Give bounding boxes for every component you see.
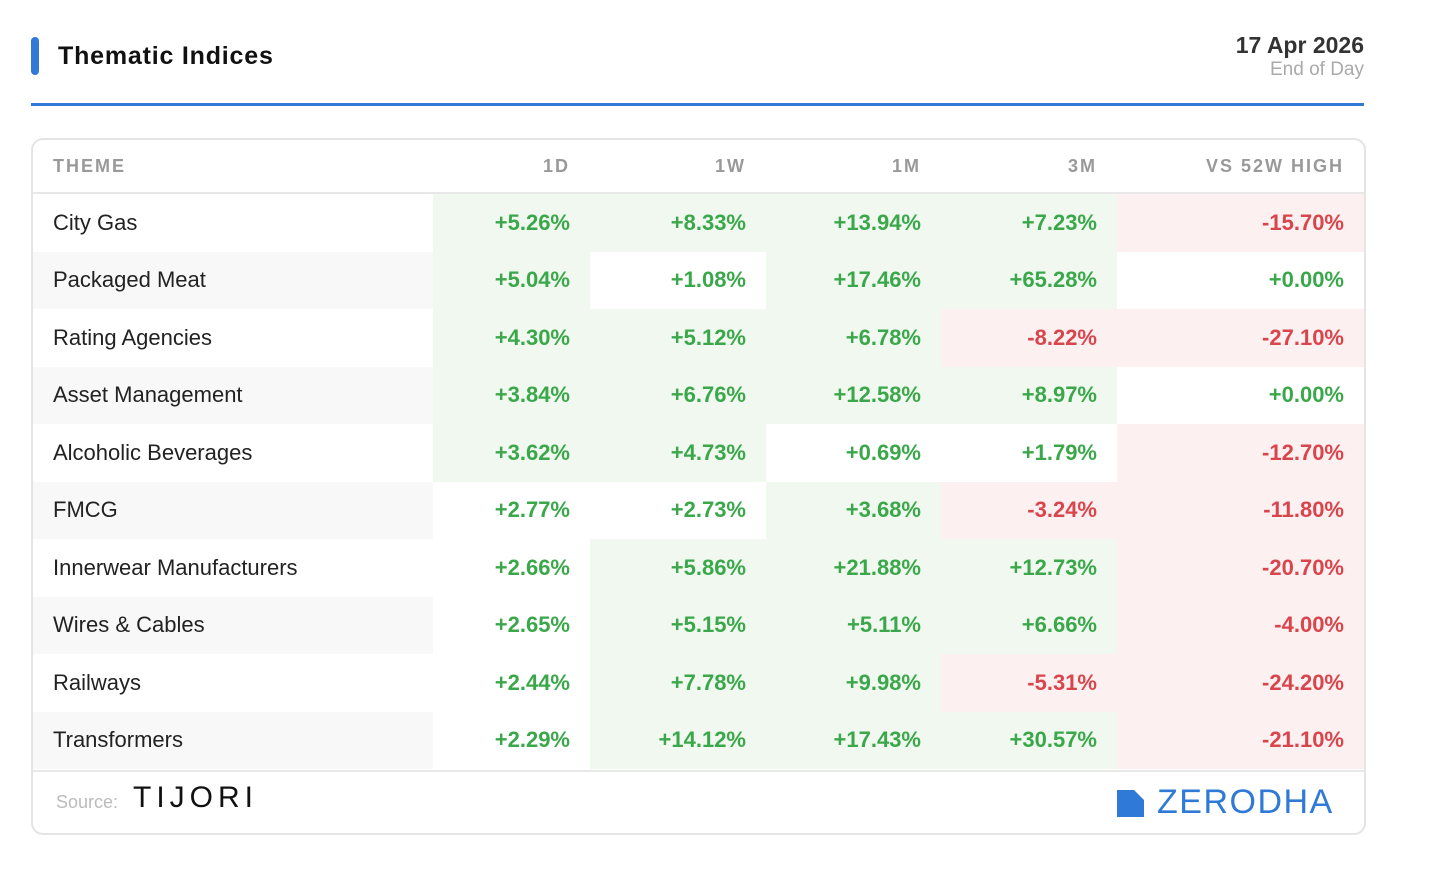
value-cell-3m: +7.23% <box>941 193 1117 252</box>
value-cell-1w: +5.12% <box>590 309 766 367</box>
value-cell-3m: -3.24% <box>941 481 1117 539</box>
column-header-1d: 1D <box>433 140 590 194</box>
theme-name: City Gas <box>53 209 138 235</box>
value-cell-vs-52w-high: -4.00% <box>1117 596 1364 654</box>
table-body: City Gas +5.26% +8.33% +13.94% +7.23% -15.70%… <box>33 193 1364 769</box>
value-cell-1m: +13.94% <box>766 193 941 252</box>
theme-name: Transformers <box>33 711 433 769</box>
value-cell-vs-52w-high: -15.70% <box>1117 193 1364 252</box>
table-row: Innerwear Manufacturers +2.66% +5.86% +21.8… <box>33 539 1364 597</box>
value-cell-1d: +2.29% <box>433 711 590 769</box>
table-header-row: THEME 1D 1W 1M 3M VS 52W HIGH <box>33 140 1364 194</box>
indices-card: THEME 1D 1W 1M 3M VS 52W HIGH City Gas +5… <box>31 138 1366 835</box>
value-cell-3m: +1.79% <box>941 424 1117 482</box>
value-cell-1d: +5.04% <box>433 251 590 309</box>
value-cell-vs-52w-high: -12.70% <box>1117 424 1364 482</box>
value-cell-1m: +5.11% <box>766 596 941 654</box>
value-cell-1d: +5.26% <box>433 193 590 252</box>
report-subtitle: End of Day <box>1270 59 1364 80</box>
table-row: Transformers +2.29% +14.12% +17.43% +30.57% -… <box>33 711 1364 769</box>
value-cell-vs-52w-high: -11.80% <box>1117 481 1364 539</box>
table-row: City Gas +5.26% +8.33% +13.94% +7.23% -15.70% <box>33 193 1364 252</box>
footer: Source: TIJORI ZERODHA <box>33 770 1364 833</box>
value-cell-1d: +3.84% <box>433 366 590 424</box>
zerodha-logo-icon <box>1117 790 1144 817</box>
theme-name: Alcoholic Beverages <box>53 439 253 465</box>
value-cell-1d: +3.62% <box>433 424 590 482</box>
source-brand-logo: TIJORI <box>133 781 258 814</box>
value-cell-3m: -8.22% <box>941 309 1117 367</box>
theme-name: Railways <box>53 669 142 695</box>
table-row: Railways +2.44% +7.78% +9.98% -5.31% -24.20% <box>33 654 1364 712</box>
header-divider <box>31 103 1364 106</box>
table-row: FMCG +2.77% +2.73% +3.68% -3.24% -11.80% <box>33 481 1364 539</box>
value-cell-vs-52w-high: -21.10% <box>1117 711 1364 769</box>
value-cell-3m: +6.66% <box>941 596 1117 654</box>
value-cell-3m: +65.28% <box>941 251 1117 309</box>
value-cell-1m: +17.43% <box>766 711 941 769</box>
value-cell-1m: +21.88% <box>766 539 941 597</box>
value-cell-1d: +2.65% <box>433 596 590 654</box>
value-cell-1w: +14.12% <box>590 711 766 769</box>
table-row: Asset Management +3.84% +6.76% +12.58% +8.97… <box>33 366 1364 424</box>
column-header-3m: 3M <box>941 140 1117 194</box>
column-header-1m: 1M <box>766 140 941 194</box>
value-cell-1m: +17.46% <box>766 251 941 309</box>
value-cell-1m: +6.78% <box>766 309 941 367</box>
value-cell-1m: +12.58% <box>766 366 941 424</box>
value-cell-3m: +30.57% <box>941 711 1117 769</box>
value-cell-1w: +7.78% <box>590 654 766 712</box>
value-cell-vs-52w-high: -20.70% <box>1117 539 1364 597</box>
table-row: Packaged Meat +5.04% +1.08% +17.46% +65.28% +… <box>33 251 1364 309</box>
header: Thematic Indices 17 Apr 2026 End of Day <box>31 30 1364 107</box>
theme-name: Wires & Cables <box>33 596 433 654</box>
value-cell-vs-52w-high: -27.10% <box>1117 309 1364 367</box>
column-header-vs-52w-high: VS 52W HIGH <box>1117 140 1364 194</box>
theme-name: Packaged Meat <box>33 251 433 309</box>
table-row: Rating Agencies +4.30% +5.12% +6.78% -8.22% -… <box>33 309 1364 367</box>
theme-name: Innerwear Manufacturers <box>53 554 298 580</box>
value-cell-1m: +3.68% <box>766 481 941 539</box>
value-cell-1w: +2.73% <box>590 481 766 539</box>
value-cell-3m: -5.31% <box>941 654 1117 712</box>
value-cell-1w: +4.73% <box>590 424 766 482</box>
table-row: Wires & Cables +2.65% +5.15% +5.11% +6.66% -4… <box>33 596 1364 654</box>
value-cell-vs-52w-high: -24.20% <box>1117 654 1364 712</box>
theme-name: FMCG <box>33 481 433 539</box>
column-header-theme: THEME <box>33 140 433 194</box>
table-row: Alcoholic Beverages +3.62% +4.73% +0.69% +1.… <box>33 424 1364 482</box>
value-cell-1d: +2.66% <box>433 539 590 597</box>
value-cell-1w: +5.15% <box>590 596 766 654</box>
value-cell-vs-52w-high: +0.00% <box>1117 366 1364 424</box>
value-cell-1w: +6.76% <box>590 366 766 424</box>
value-cell-3m: +12.73% <box>941 539 1117 597</box>
column-header-1w: 1W <box>590 140 766 194</box>
value-cell-1w: +8.33% <box>590 193 766 252</box>
page-title: Thematic Indices <box>58 42 274 70</box>
value-cell-3m: +8.97% <box>941 366 1117 424</box>
value-cell-vs-52w-high: +0.00% <box>1117 251 1364 309</box>
accent-bar <box>31 37 39 75</box>
value-cell-1m: +0.69% <box>766 424 941 482</box>
value-cell-1w: +5.86% <box>590 539 766 597</box>
theme-name: Asset Management <box>33 366 433 424</box>
value-cell-1d: +2.77% <box>433 481 590 539</box>
report-date: 17 Apr 2026 <box>1235 32 1364 58</box>
value-cell-1d: +2.44% <box>433 654 590 712</box>
theme-name: Rating Agencies <box>53 324 212 350</box>
zerodha-brand-logo: ZERODHA <box>1157 783 1334 821</box>
source-label: Source: <box>56 792 119 812</box>
value-cell-1d: +4.30% <box>433 309 590 367</box>
indices-table: THEME 1D 1W 1M 3M VS 52W HIGH City Gas +5… <box>33 140 1364 769</box>
value-cell-1w: +1.08% <box>590 251 766 309</box>
value-cell-1m: +9.98% <box>766 654 941 712</box>
